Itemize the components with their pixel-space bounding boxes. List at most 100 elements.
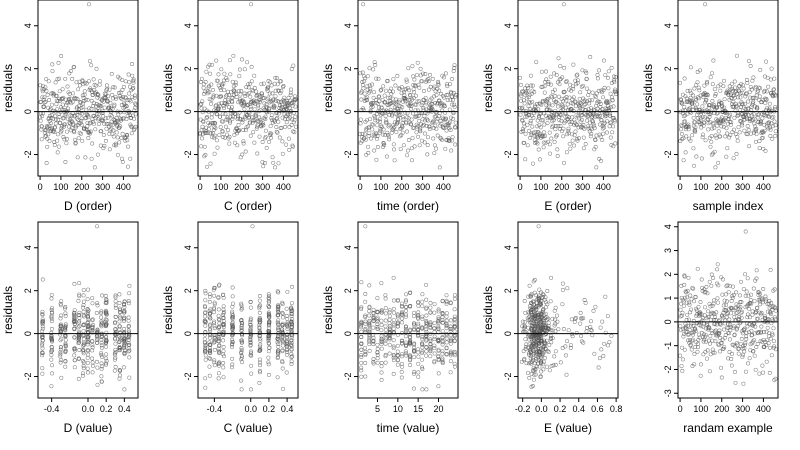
data-point xyxy=(438,136,443,141)
data-point xyxy=(428,305,433,310)
data-point xyxy=(105,87,110,91)
data-point xyxy=(450,135,455,140)
data-point xyxy=(743,229,748,234)
data-point xyxy=(126,342,131,347)
data-point xyxy=(440,320,445,325)
data-point xyxy=(416,303,421,308)
data-point xyxy=(592,126,597,131)
data-point xyxy=(72,358,77,363)
data-point xyxy=(695,266,700,271)
data-point xyxy=(586,107,591,112)
data-point xyxy=(564,95,569,99)
data-point xyxy=(214,58,219,63)
data-point xyxy=(233,80,238,85)
data-point xyxy=(117,319,122,324)
y-tick-label: 2 xyxy=(503,66,513,71)
data-point xyxy=(91,101,96,106)
data-point xyxy=(391,326,396,331)
data-point xyxy=(363,299,368,304)
data-point xyxy=(420,292,425,297)
data-point xyxy=(243,128,248,133)
data-point xyxy=(281,386,285,391)
data-point xyxy=(767,370,772,375)
data-point xyxy=(571,95,576,100)
data-point xyxy=(387,314,392,319)
data-point xyxy=(720,103,724,108)
data-point xyxy=(719,124,724,129)
data-point xyxy=(238,92,243,97)
data-point xyxy=(378,88,383,93)
data-point xyxy=(609,81,614,85)
data-point xyxy=(377,94,382,99)
data-point xyxy=(524,89,528,94)
data-point xyxy=(289,109,294,113)
data-point xyxy=(63,324,68,329)
y-tick-label: -2 xyxy=(23,151,33,159)
data-point xyxy=(413,93,418,98)
data-point xyxy=(376,105,381,110)
data-point xyxy=(755,105,760,110)
data-point xyxy=(686,122,691,127)
data-point xyxy=(541,118,545,123)
data-point xyxy=(53,80,58,85)
data-point xyxy=(241,128,246,132)
data-point xyxy=(680,368,685,373)
data-point xyxy=(271,160,276,165)
data-point xyxy=(391,306,396,311)
data-point xyxy=(542,84,547,89)
data-point xyxy=(601,131,606,136)
data-point xyxy=(416,99,421,104)
data-point xyxy=(133,124,138,129)
data-point xyxy=(207,299,212,304)
data-point xyxy=(217,101,222,106)
data-point xyxy=(90,356,95,361)
data-point xyxy=(556,104,561,109)
data-point xyxy=(130,86,135,91)
data-point xyxy=(566,328,571,333)
data-point xyxy=(748,64,753,68)
data-point xyxy=(441,75,446,80)
data-point xyxy=(52,143,57,147)
data-point xyxy=(417,110,422,115)
data-point xyxy=(724,154,729,159)
data-point xyxy=(738,91,743,96)
data-point xyxy=(375,134,380,139)
data-point xyxy=(566,131,571,136)
data-point xyxy=(402,96,407,101)
data-point xyxy=(285,112,290,117)
data-point xyxy=(762,88,767,93)
data-point xyxy=(212,293,217,298)
data-point xyxy=(81,305,85,310)
data-point xyxy=(400,352,405,357)
data-point xyxy=(44,77,49,82)
data-point xyxy=(379,328,384,333)
data-point xyxy=(746,128,751,132)
data-point xyxy=(584,325,589,330)
data-point xyxy=(378,128,383,133)
data-point xyxy=(601,354,606,358)
data-point xyxy=(700,114,705,119)
data-point xyxy=(606,86,611,91)
data-point xyxy=(748,85,753,90)
data-point xyxy=(724,299,729,304)
data-point xyxy=(609,120,614,125)
data-point xyxy=(289,87,293,92)
data-point xyxy=(444,326,449,330)
data-point xyxy=(360,131,365,136)
data-point xyxy=(741,381,746,386)
data-point xyxy=(208,335,213,340)
data-point xyxy=(221,365,226,370)
data-point xyxy=(527,128,532,133)
data-point xyxy=(374,98,378,102)
data-point xyxy=(129,124,134,129)
data-point xyxy=(207,356,212,361)
data-point xyxy=(586,113,591,118)
x-axis-label: E (value) xyxy=(544,421,592,435)
data-point xyxy=(447,107,452,112)
data-point xyxy=(72,365,77,370)
data-point xyxy=(81,371,85,376)
data-point xyxy=(533,130,538,135)
data-point xyxy=(448,119,453,124)
data-point xyxy=(395,113,400,118)
